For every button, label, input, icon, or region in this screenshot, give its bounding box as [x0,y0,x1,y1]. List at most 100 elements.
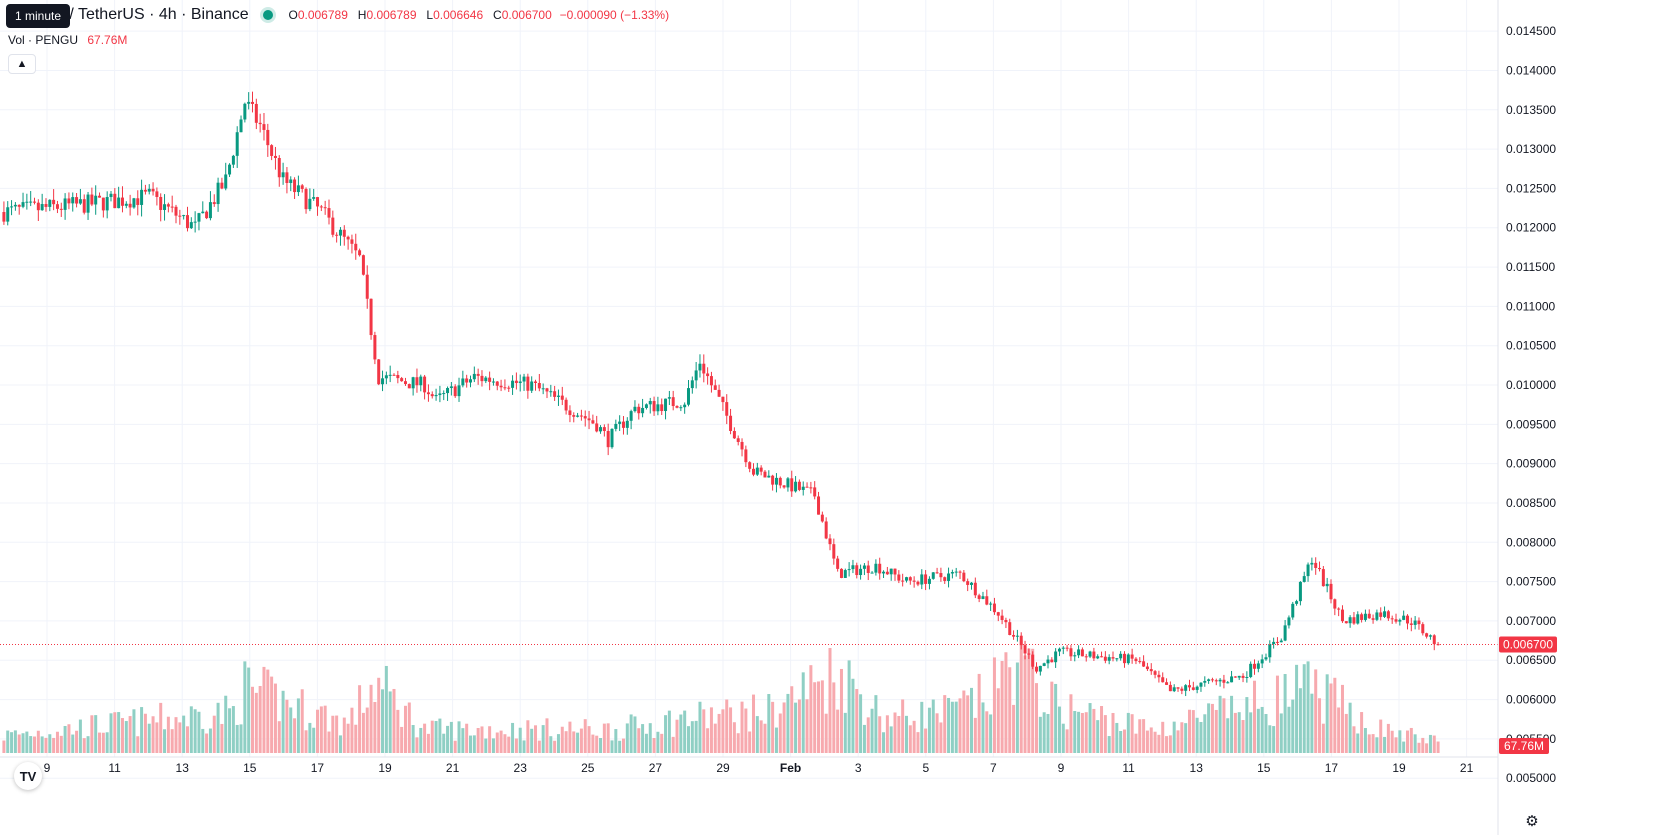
volume-bar [709,707,713,753]
candle-body [985,596,989,605]
candle-body [1107,657,1111,661]
volume-bar [518,727,522,753]
volume-bar [174,717,178,753]
volume-bar [331,715,335,753]
candle-body [1314,562,1318,568]
candle-body [1069,648,1073,657]
candle-body [480,375,484,382]
candle-body [1073,655,1077,657]
price-tick-label: 0.006000 [1506,693,1556,707]
volume-bar [132,709,136,753]
candle-body [1226,682,1230,684]
volume-bar [1046,713,1050,753]
candle-body [369,298,373,336]
volume-bar [208,728,212,753]
volume-legend[interactable]: Vol · PENGU 67.76M [8,33,127,47]
candle-body [1184,685,1188,691]
volume-bar [1272,726,1276,753]
volume-bar [273,683,277,753]
volume-bar [55,731,59,753]
volume-bar [671,736,675,753]
candle-body [358,250,362,256]
candle-body [939,573,943,578]
candle-body [935,572,939,574]
volume-bar [656,731,660,753]
candle-body [1291,603,1295,618]
candle-body [101,197,105,211]
volume-bar [365,707,369,753]
candle-body [717,389,721,397]
candle-body [1199,682,1203,687]
candle-body [331,217,335,235]
last-price-badge-bg [1499,636,1557,653]
volume-bar [1409,727,1413,753]
candle-body [1180,688,1184,691]
candle-body [1340,609,1344,622]
tradingview-logo-icon[interactable]: TV [14,762,42,790]
market-status-icon[interactable] [262,10,273,20]
price-tick-label: 0.006500 [1506,653,1556,667]
volume-bar [882,732,886,753]
candle-body [973,582,977,596]
volume-bar [511,722,515,753]
candle-body [178,215,182,217]
time-axis[interactable]: 9 11 13 15 17 19 21 23 25 27 29 Feb 3 5 7 9 11 13 15 17 19 21 [0,756,1498,775]
volume-bar [1413,734,1417,753]
candle-body [384,375,388,379]
candle-body [763,471,767,478]
volume-bar [912,720,916,753]
volume-bar [342,717,346,753]
candle-body [109,193,113,198]
candle-body [254,103,258,123]
volume-bar [537,740,541,753]
volume-bar [304,730,308,753]
candle-body [1096,656,1100,659]
volume-bar [706,728,710,753]
volume-bar [419,727,423,753]
volume-bar [335,715,339,753]
candle-body [1122,653,1126,664]
candle-body [128,203,132,208]
low-value: 0.006646 [433,8,484,22]
volume-bar [1363,728,1367,753]
candle-body [709,376,713,386]
volume-bar [59,735,63,753]
volume-bar [1038,716,1042,753]
volume-bar [13,730,17,753]
axis-badges: 0.006700 67.76M [1499,636,1557,754]
candle-body [300,185,304,189]
volume-bar [1333,677,1337,753]
candle-body [484,377,488,382]
candle-body [1187,685,1191,688]
candle-body [304,188,308,210]
collapse-legend-button[interactable]: ▲ [8,54,36,74]
volume-bar [599,737,603,753]
gear-icon[interactable]: ⚙ [1525,813,1539,830]
volume-bar [514,738,518,753]
volume-bar [782,702,786,753]
volume-bar [855,689,859,753]
candle-body [1245,676,1249,678]
volume-bar [1210,703,1214,753]
candle-body [507,387,511,389]
candle-body [262,124,266,130]
volume-bar [44,737,48,753]
volume-bar [1031,648,1035,753]
volume-bar [117,712,121,753]
candle-body [120,197,124,206]
price-axis[interactable]: 0.014500 0.014000 0.013500 0.013000 0.012500… [1497,0,1556,835]
volume-label: Vol · PENGU [8,33,79,47]
candle-body [17,204,21,207]
candle-body [346,236,350,240]
candle-body [1275,641,1279,643]
candle-body [855,565,859,576]
candle-body [1306,564,1310,577]
price-tick-label: 0.014000 [1506,63,1556,77]
time-tick-label: 19 [378,761,392,775]
volume-bar [1371,734,1375,753]
volume-bar [220,723,224,753]
candle-body [732,430,736,439]
volume-bar [1103,715,1107,753]
volume-bar [300,689,304,753]
